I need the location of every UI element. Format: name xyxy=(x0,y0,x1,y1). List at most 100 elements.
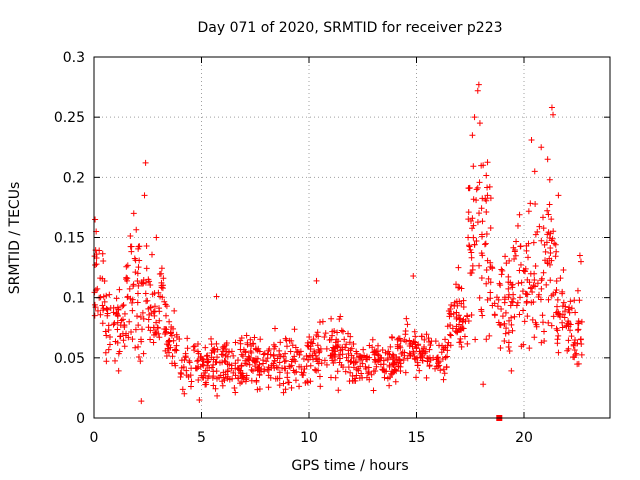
data-point xyxy=(565,337,572,344)
data-point xyxy=(419,357,426,364)
data-point xyxy=(232,339,239,346)
data-point xyxy=(406,337,413,344)
data-point xyxy=(247,336,254,343)
data-point xyxy=(249,340,256,347)
data-point xyxy=(221,377,228,384)
data-point xyxy=(388,370,395,377)
data-point xyxy=(511,255,518,262)
data-point xyxy=(502,330,509,337)
data-point xyxy=(166,318,173,325)
data-point xyxy=(518,279,525,286)
data-point xyxy=(484,192,491,199)
data-point xyxy=(443,364,450,371)
data-point xyxy=(484,184,491,191)
data-point xyxy=(534,280,541,287)
data-point xyxy=(374,351,381,358)
data-point xyxy=(272,375,279,382)
data-point xyxy=(178,370,185,377)
data-point xyxy=(469,266,476,273)
data-point xyxy=(514,299,521,306)
data-point xyxy=(184,335,191,342)
data-point xyxy=(142,290,149,297)
data-point xyxy=(135,264,142,271)
data-point xyxy=(286,337,293,344)
data-point xyxy=(442,354,449,361)
data-point xyxy=(508,321,515,328)
data-point xyxy=(273,364,280,371)
data-point xyxy=(253,377,260,384)
data-point xyxy=(386,382,393,389)
data-point xyxy=(366,342,373,349)
data-point xyxy=(515,280,522,287)
data-point xyxy=(102,349,109,356)
data-point xyxy=(528,137,535,144)
data-point xyxy=(527,200,534,207)
data-point xyxy=(158,265,165,272)
data-point xyxy=(394,341,401,348)
data-point xyxy=(121,343,128,350)
data-point xyxy=(208,349,215,356)
data-point xyxy=(128,329,135,336)
data-point xyxy=(116,286,123,293)
data-point xyxy=(517,294,524,301)
data-point xyxy=(478,231,485,238)
data-point xyxy=(281,358,288,365)
data-point xyxy=(483,172,490,179)
data-point xyxy=(96,247,103,254)
data-point xyxy=(508,298,515,305)
data-point xyxy=(220,374,227,381)
data-point xyxy=(542,257,549,264)
data-point xyxy=(185,373,192,380)
data-point xyxy=(402,369,409,376)
data-point xyxy=(532,200,539,207)
data-point xyxy=(151,308,158,315)
data-point xyxy=(142,279,149,286)
data-point xyxy=(512,252,519,259)
data-point xyxy=(375,358,382,365)
data-point xyxy=(223,340,230,347)
data-point xyxy=(213,293,220,300)
data-point xyxy=(426,362,433,369)
data-point xyxy=(162,326,169,333)
data-point xyxy=(260,357,267,364)
data-point xyxy=(285,379,292,386)
data-point xyxy=(307,353,314,360)
data-point xyxy=(401,352,408,359)
data-point xyxy=(401,336,408,343)
x-tick-label: 5 xyxy=(197,430,206,446)
data-point xyxy=(538,237,545,244)
data-point xyxy=(538,275,545,282)
data-point xyxy=(156,317,163,324)
data-point xyxy=(198,372,205,379)
data-point xyxy=(406,350,413,357)
data-point xyxy=(539,214,546,221)
data-point xyxy=(552,289,559,296)
data-point xyxy=(448,301,455,308)
data-point xyxy=(137,358,144,365)
data-point xyxy=(365,370,372,377)
data-point xyxy=(491,300,498,307)
data-point xyxy=(352,359,359,366)
data-point xyxy=(475,81,482,88)
data-point xyxy=(578,351,585,358)
data-point xyxy=(293,368,300,375)
data-point xyxy=(532,231,539,238)
data-point xyxy=(286,363,293,370)
data-point xyxy=(181,356,188,363)
data-point xyxy=(522,291,529,298)
data-point xyxy=(362,363,369,370)
data-point xyxy=(177,373,184,380)
data-point xyxy=(511,313,518,320)
data-point xyxy=(574,320,581,327)
data-point xyxy=(130,281,137,288)
data-point xyxy=(184,345,191,352)
data-point xyxy=(265,384,272,391)
data-point xyxy=(432,365,439,372)
data-point xyxy=(479,252,486,259)
data-point xyxy=(151,312,158,319)
data-point xyxy=(543,239,550,246)
data-point xyxy=(470,222,477,229)
data-point xyxy=(205,373,212,380)
data-point xyxy=(416,367,423,374)
data-point xyxy=(124,262,131,269)
